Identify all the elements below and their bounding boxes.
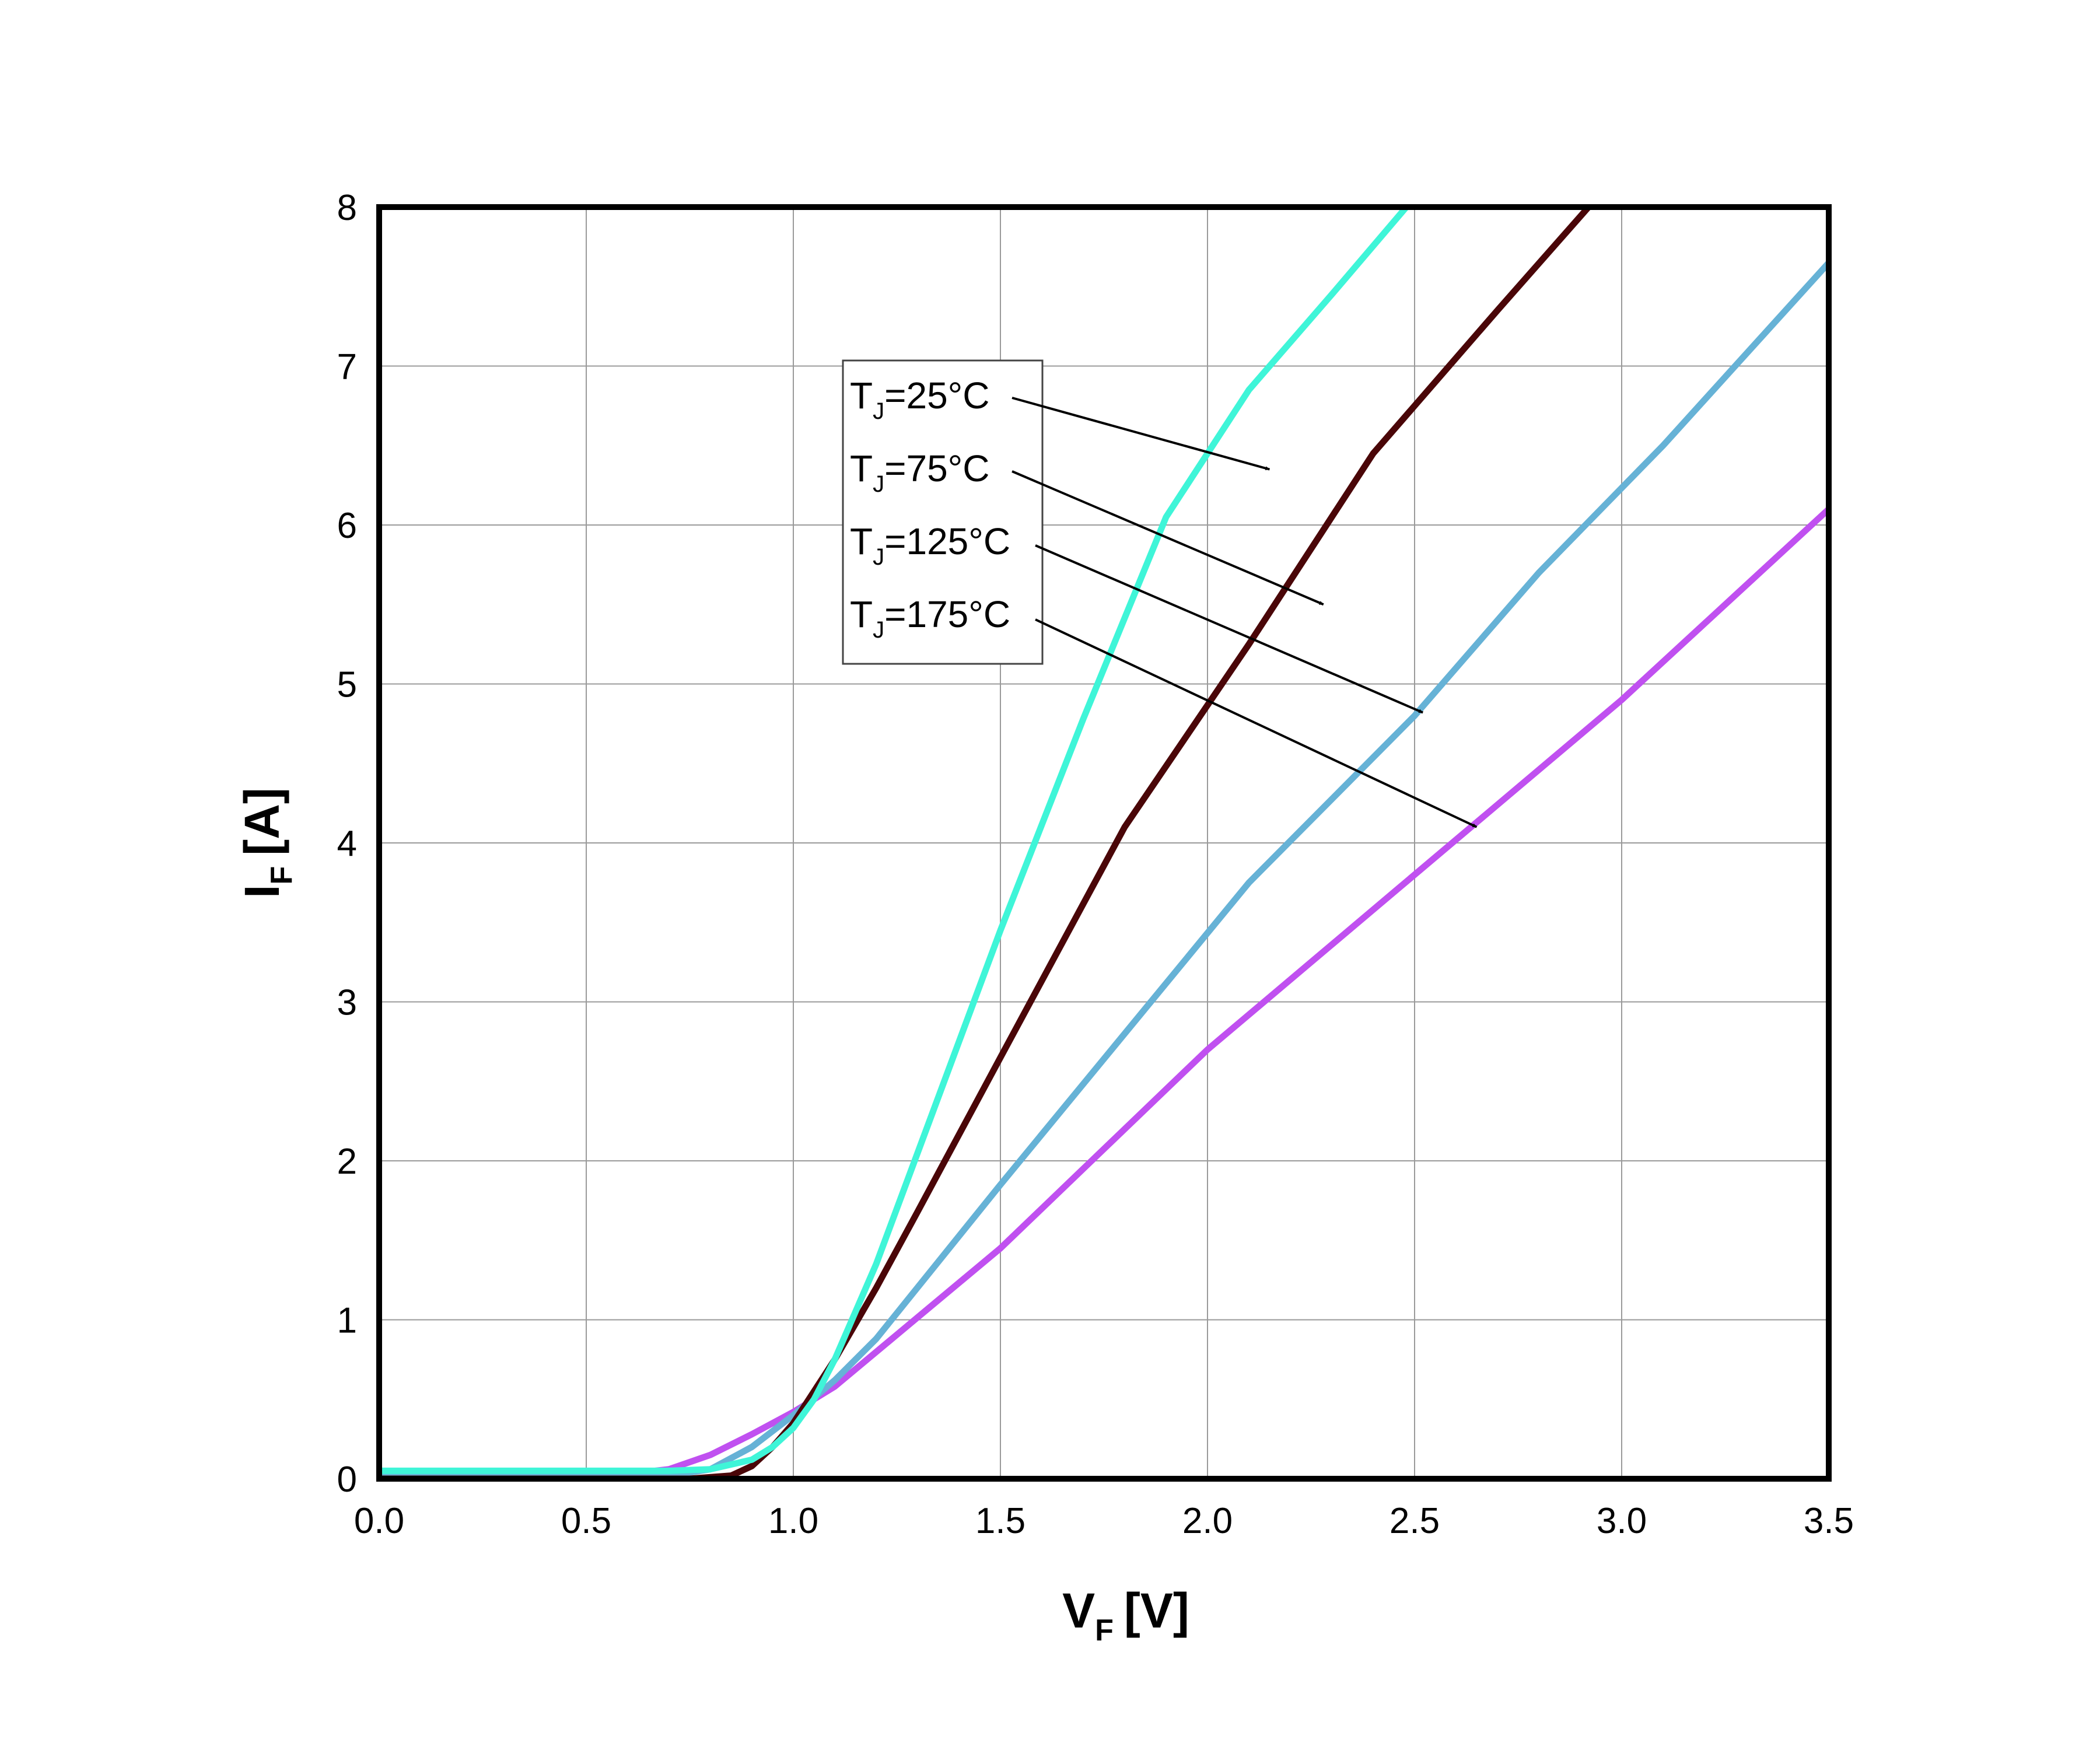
y-tick-label: 2 xyxy=(337,1142,357,1182)
x-axis-symbol: V xyxy=(1062,1583,1095,1638)
x-axis-unit: [V] xyxy=(1124,1583,1189,1638)
y-tick-label: 8 xyxy=(337,188,357,228)
y-tick-label: 4 xyxy=(337,824,357,864)
x-tick-label: 0.0 xyxy=(354,1501,404,1541)
legend-arrows xyxy=(1012,397,1478,828)
arrow-25c xyxy=(1012,397,1270,471)
y-axis-subscript: F xyxy=(265,866,299,885)
y-tick-label: 6 xyxy=(337,506,357,546)
legend-label-175c: TJ=175°C xyxy=(850,593,1010,643)
x-tick-label: 3.0 xyxy=(1597,1501,1647,1541)
x-tick-label: 2.0 xyxy=(1182,1501,1233,1541)
series-line-tj-75c xyxy=(379,207,1592,1479)
x-tick-label: 1.0 xyxy=(768,1501,818,1541)
x-axis-subscript: F xyxy=(1095,1614,1114,1647)
x-axis-title: VF [V] xyxy=(1062,1583,1189,1647)
series-line-tj-175c xyxy=(379,506,1829,1479)
arrow-175c xyxy=(1035,618,1478,828)
grid-lines xyxy=(379,207,1829,1479)
legend: TJ=25°C TJ=75°C TJ=125°C TJ=175°C xyxy=(842,359,1478,828)
legend-label-125c: TJ=125°C xyxy=(850,520,1010,570)
y-axis-symbol: I xyxy=(235,885,289,898)
arrow-125c xyxy=(1035,544,1423,714)
y-tick-label: 7 xyxy=(337,347,357,387)
series-lines xyxy=(379,207,1829,1479)
legend-box xyxy=(842,359,1044,665)
y-tick-label: 0 xyxy=(337,1460,357,1500)
y-tick-labels: 0 1 2 3 4 5 6 7 8 xyxy=(337,188,357,1500)
x-tick-label: 0.5 xyxy=(561,1501,611,1541)
y-tick-label: 5 xyxy=(337,665,357,705)
plot-frame xyxy=(376,204,1832,1482)
y-axis-unit: [A] xyxy=(235,788,289,856)
y-tick-label: 1 xyxy=(337,1301,357,1341)
legend-label-75c: TJ=75°C xyxy=(850,447,989,497)
y-axis-title: IF [A] xyxy=(235,788,299,898)
x-tick-label: 3.5 xyxy=(1804,1501,1854,1541)
series-line-tj-25c xyxy=(379,207,1410,1474)
legend-label-25c: TJ=25°C xyxy=(850,374,989,424)
arrow-75c xyxy=(1012,470,1324,606)
y-tick-label: 3 xyxy=(337,983,357,1023)
x-tick-label: 2.5 xyxy=(1390,1501,1440,1541)
x-tick-label: 1.5 xyxy=(975,1501,1026,1541)
x-tick-labels: 0.0 0.5 1.0 1.5 2.0 2.5 3.0 3.5 xyxy=(354,1501,1854,1541)
